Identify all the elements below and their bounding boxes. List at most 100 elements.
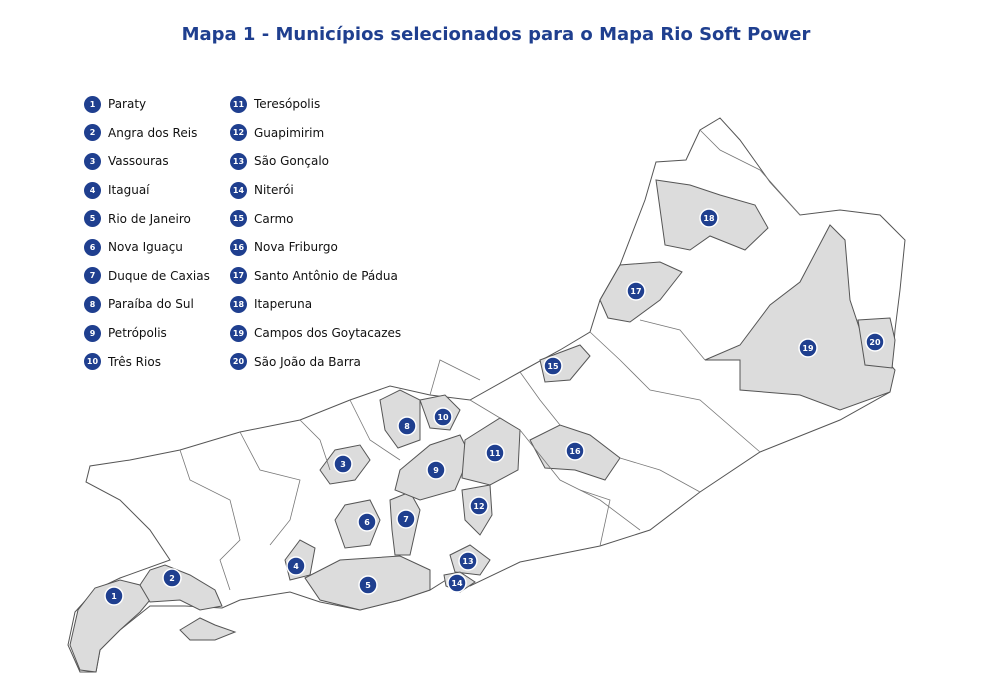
marker-circle [565, 441, 585, 461]
map-marker: 20 [865, 332, 885, 352]
marker-circle [865, 332, 885, 352]
legend-label: Vassouras [108, 154, 169, 169]
marker-label: 19 [802, 344, 814, 353]
legend-label: Teresópolis [254, 97, 321, 112]
legend-label: Itaperuna [254, 297, 313, 312]
legend-item: 1 Paraty [84, 90, 284, 119]
number-badge: 5 [84, 210, 101, 228]
legend-column-2: 11 Teresópolis 12 Guapimirim 13 São Gonçalo 14… [230, 90, 430, 376]
marker-circle [162, 568, 182, 588]
map-marker: 10 [433, 407, 453, 427]
number-badge: 9 [84, 324, 101, 342]
number-badge: 17 [230, 267, 247, 285]
marker-label: 4 [293, 562, 299, 571]
legend-label: Santo Antônio de Pádua [254, 268, 398, 283]
map-marker: 12 [469, 496, 489, 516]
map-marker: 6 [357, 512, 377, 532]
legend-label: Niterói [254, 183, 294, 198]
legend-item: 20 São João da Barra [230, 347, 430, 376]
legend-column-1: 1 Paraty 2 Angra dos Reis 3 Vassouras 4 Itaguaí… [84, 90, 284, 376]
map-marker: 3 [333, 454, 353, 474]
marker-circle [458, 551, 478, 571]
legend-item: 6 Nova Iguaçu [84, 233, 284, 262]
legend-label: Nova Iguaçu [108, 240, 183, 255]
marker-circle [397, 416, 417, 436]
legend-item: 17 Santo Antônio de Pádua [230, 262, 430, 291]
number-badge: 4 [84, 181, 101, 199]
marker-label: 11 [489, 449, 501, 458]
legend-item: 15 Carmo [230, 204, 430, 233]
marker-circle [433, 407, 453, 427]
marker-circle [396, 509, 416, 529]
number-badge: 11 [230, 95, 247, 113]
map-marker: 2 [162, 568, 182, 588]
number-badge: 7 [84, 267, 101, 285]
number-badge: 14 [230, 181, 247, 199]
number-badge: 1 [84, 95, 101, 113]
marker-circle [469, 496, 489, 516]
legend-label: Três Rios [108, 354, 161, 369]
number-badge: 2 [84, 124, 101, 142]
marker-label: 14 [451, 579, 463, 588]
marker-circle [357, 512, 377, 532]
marker-label: 9 [433, 466, 439, 475]
marker-label: 5 [365, 581, 371, 590]
legend-label: Duque de Caxias [108, 268, 210, 283]
legend-label: Campos dos Goytacazes [254, 326, 402, 341]
marker-circle [626, 281, 646, 301]
map-marker: 4 [286, 556, 306, 576]
marker-label: 7 [403, 515, 409, 524]
map-marker: 14 [447, 573, 467, 593]
marker-circle [426, 460, 446, 480]
map-marker: 18 [699, 208, 719, 228]
map-marker: 17 [626, 281, 646, 301]
number-badge: 20 [230, 353, 247, 371]
marker-label: 8 [404, 422, 410, 431]
legend-label: Petrópolis [108, 326, 167, 341]
legend-item: 16 Nova Friburgo [230, 233, 430, 262]
legend-label: Itaguaí [108, 183, 150, 198]
marker-label: 1 [111, 592, 117, 601]
legend-item: 14 Niterói [230, 176, 430, 205]
map-title: Mapa 1 - Municípios selecionados para o … [181, 24, 811, 45]
legend-item: 19 Campos dos Goytacazes [230, 319, 430, 348]
map-marker: 5 [358, 575, 378, 595]
map-marker: 15 [543, 356, 563, 376]
legend-item: 10 Três Rios [84, 347, 284, 376]
marker-circle [447, 573, 467, 593]
legend-item: 4 Itaguaí [84, 176, 284, 205]
marker-circle [104, 586, 124, 606]
marker-label: 13 [462, 557, 473, 566]
number-badge: 19 [230, 324, 247, 342]
marker-label: 20 [869, 338, 881, 347]
legend-label: Angra dos Reis [108, 125, 198, 140]
number-badge: 18 [230, 295, 247, 313]
map-marker: 13 [458, 551, 478, 571]
map-marker: 7 [396, 509, 416, 529]
number-badge: 13 [230, 152, 247, 170]
legend-label: Nova Friburgo [254, 240, 338, 255]
marker-label: 12 [473, 502, 484, 511]
legend-item: 3 Vassouras [84, 147, 284, 176]
legend-label: Carmo [254, 211, 294, 226]
marker-circle [798, 338, 818, 358]
legend-item: 9 Petrópolis [84, 319, 284, 348]
marker-label: 6 [364, 518, 370, 527]
number-badge: 6 [84, 238, 101, 256]
number-badge: 16 [230, 238, 247, 256]
legend-label: Paraty [108, 97, 147, 112]
legend-item: 13 São Gonçalo [230, 147, 430, 176]
marker-circle [485, 443, 505, 463]
legend-item: 18 Itaperuna [230, 290, 430, 319]
municipality-borders [179, 129, 801, 591]
marker-circle [286, 556, 306, 576]
marker-label: 18 [703, 214, 715, 223]
marker-label: 2 [169, 574, 175, 583]
legend-label: São João da Barra [254, 354, 361, 369]
marker-label: 3 [340, 460, 346, 469]
legend-item: 8 Paraíba do Sul [84, 290, 284, 319]
marker-circle [699, 208, 719, 228]
marker-label: 17 [630, 287, 641, 296]
marker-label: 10 [437, 413, 449, 422]
